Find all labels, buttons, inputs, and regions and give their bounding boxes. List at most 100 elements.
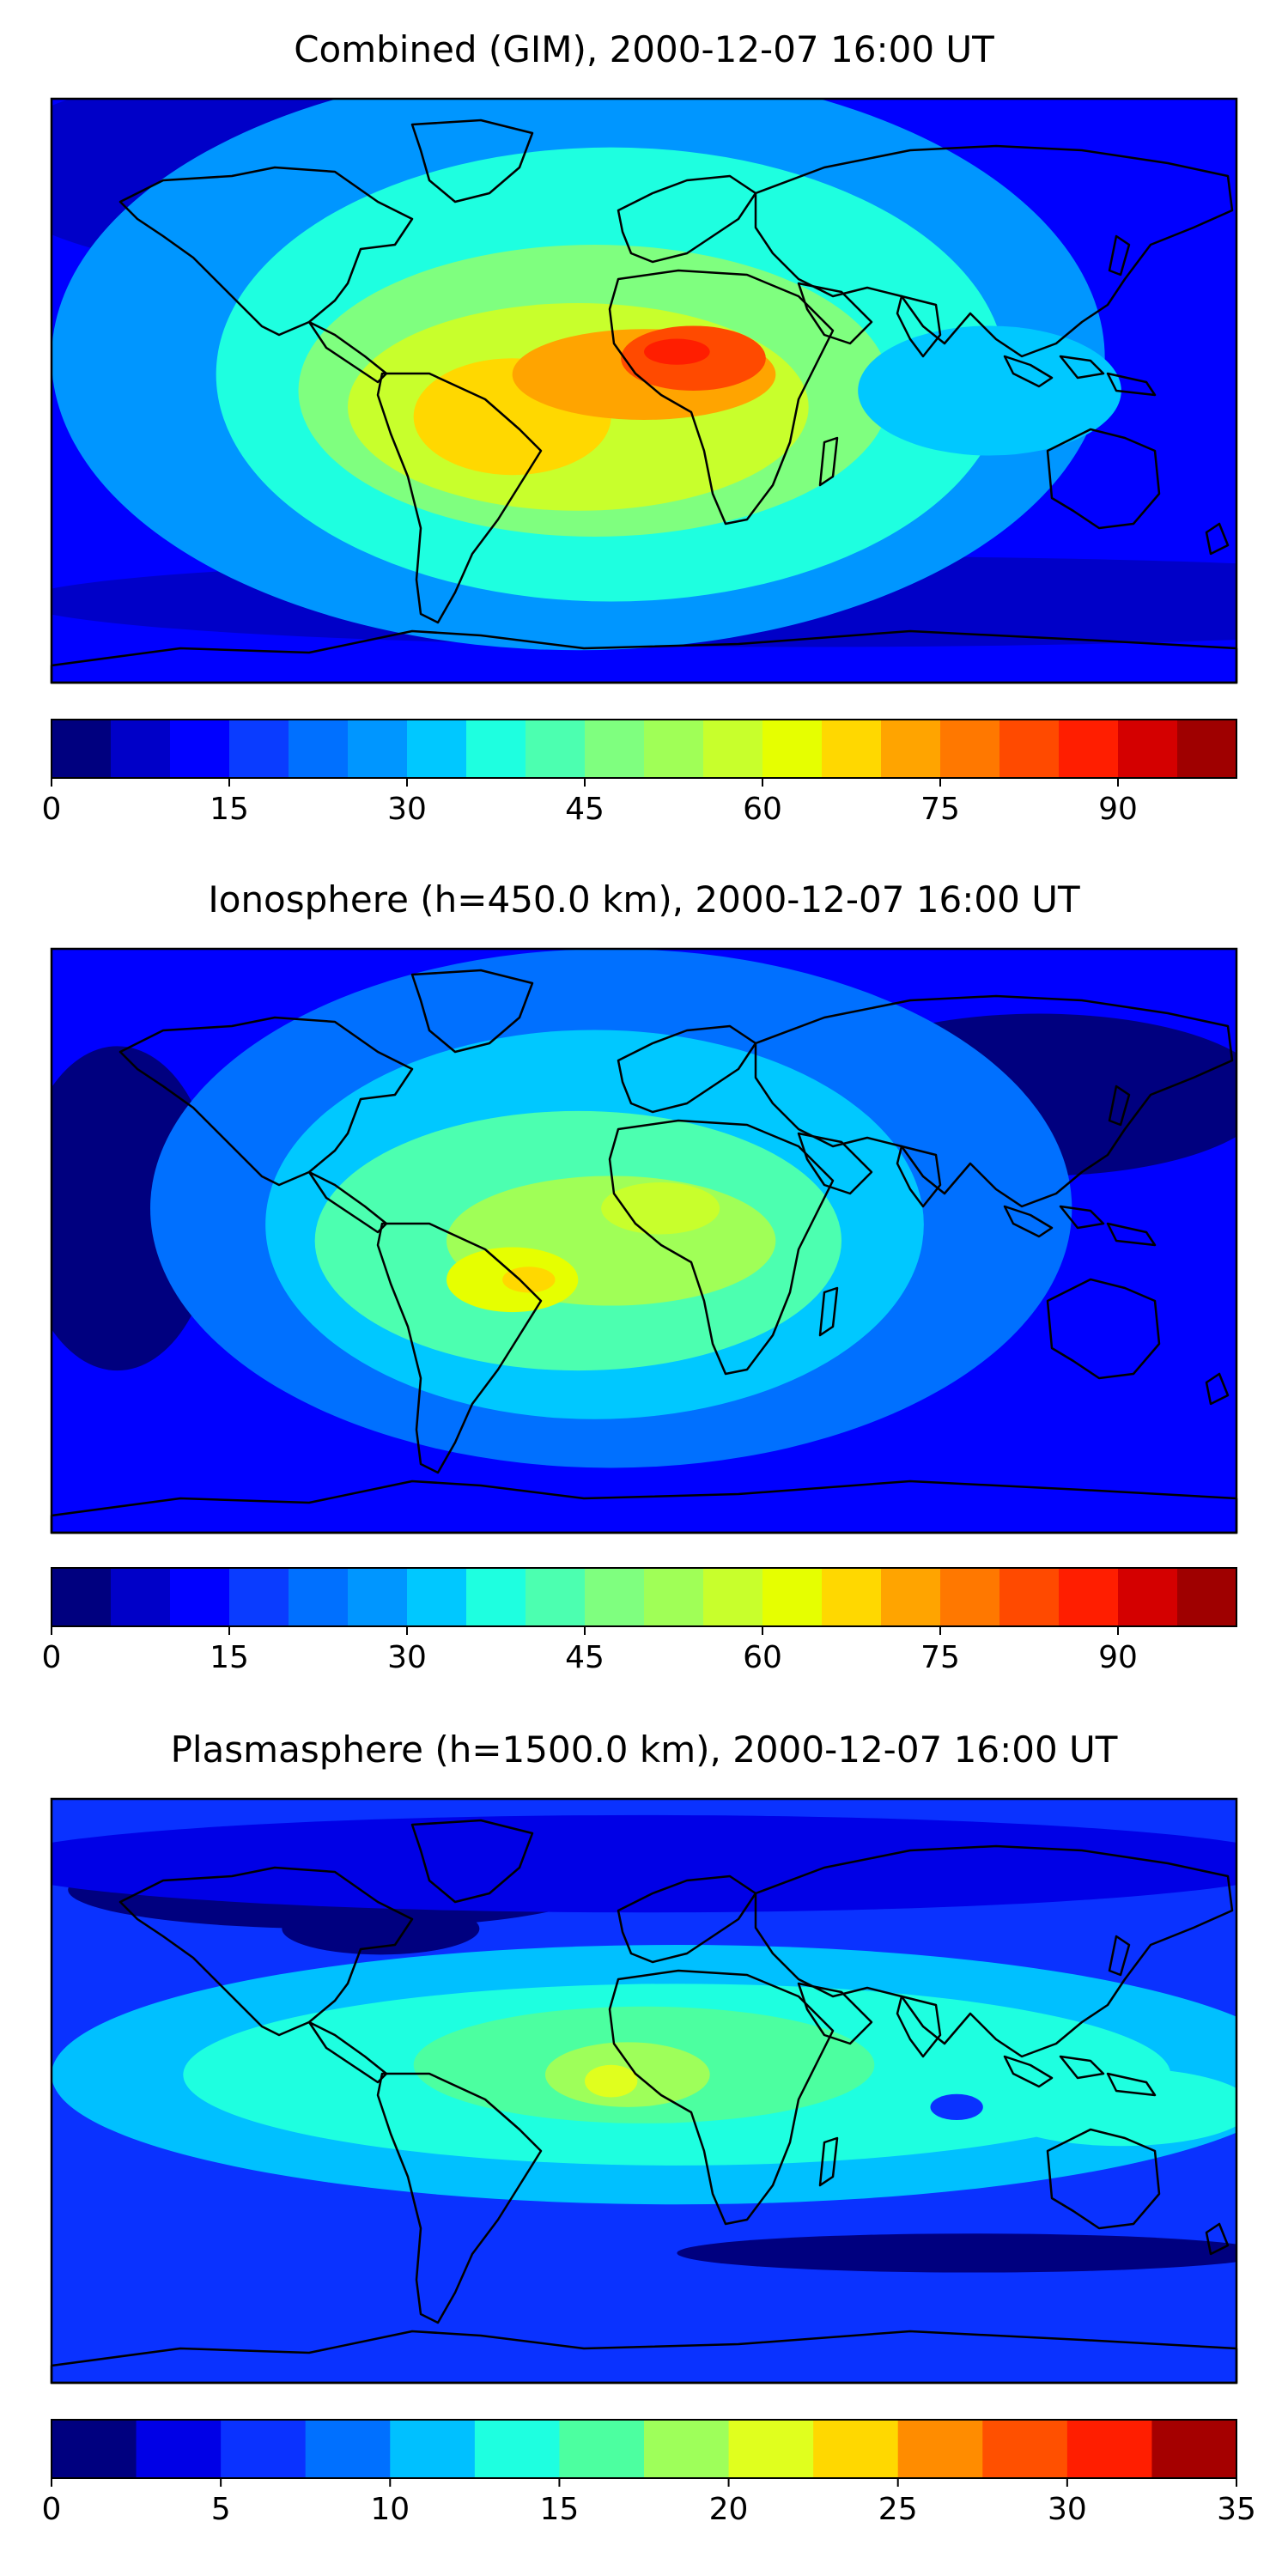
- contour-region: [677, 2233, 1236, 2273]
- colorbar-segment: [1118, 720, 1178, 778]
- colorbar-segment: [289, 1568, 349, 1626]
- contour-region: [858, 325, 1121, 456]
- colorbar-segment: [348, 720, 408, 778]
- colorbar-segment: [897, 2420, 983, 2478]
- colorbar-tick-label: 15: [210, 1640, 249, 1675]
- colorbar-segment: [390, 2420, 476, 2478]
- colorbar-segment: [111, 1568, 171, 1626]
- colorbar-segment: [982, 2420, 1068, 2478]
- colorbar-segment: [1151, 2420, 1237, 2478]
- colorbar-segment: [644, 2420, 730, 2478]
- colorbar-tick-label: 20: [709, 2492, 749, 2527]
- colorbar-segment: [526, 1568, 586, 1626]
- panel-title: Combined (GIM), 2000-12-07 16:00 UT: [294, 28, 994, 70]
- colorbar-tick-label: 30: [387, 1640, 427, 1675]
- colorbar-segment: [999, 1568, 1060, 1626]
- colorbar-tick-label: 45: [565, 1640, 605, 1675]
- colorbar-segment: [940, 720, 1000, 778]
- colorbar-segment: [526, 720, 586, 778]
- colorbar-segment: [813, 2420, 899, 2478]
- colorbar-tick-label: 30: [387, 792, 427, 827]
- colorbar-segment: [881, 720, 941, 778]
- colorbar-tick-label: 75: [920, 792, 960, 827]
- panel-title: Plasmasphere (h=1500.0 km), 2000-12-07 1…: [171, 1728, 1118, 1771]
- colorbar-segment: [111, 720, 171, 778]
- contour-field: [52, 1799, 1236, 2383]
- colorbar-segment: [474, 2420, 560, 2478]
- colorbar-segment: [728, 2420, 814, 2478]
- colorbar-frame: [51, 1567, 1237, 1627]
- colorbar-tick-label: 0: [42, 792, 62, 827]
- colorbar-segment: [644, 1568, 704, 1626]
- colorbar-tick-label: 10: [370, 2492, 410, 2527]
- colorbar-tick-label: 60: [743, 792, 782, 827]
- map: [50, 97, 1238, 684]
- colorbar-segment: [466, 720, 526, 778]
- colorbar-segment: [1066, 2420, 1152, 2478]
- colorbar-segment: [585, 1568, 645, 1626]
- map: [50, 1797, 1238, 2385]
- colorbar-frame: [51, 2419, 1237, 2479]
- colorbar-segment: [1059, 1568, 1119, 1626]
- colorbar-tick-label: 15: [540, 2492, 580, 2527]
- colorbar-tick-label: 90: [1098, 1640, 1138, 1675]
- colorbar-tick-label: 15: [210, 792, 249, 827]
- contour-region: [502, 1267, 556, 1293]
- colorbar-segment: [170, 720, 230, 778]
- colorbar-segment: [170, 1568, 230, 1626]
- colorbar-segment: [466, 1568, 526, 1626]
- colorbar: 0 5 10 15 20 25 30 35: [42, 2419, 1256, 2527]
- colorbar-segment: [762, 1568, 823, 1626]
- colorbar-segment: [1118, 1568, 1178, 1626]
- colorbar-tick-label: 30: [1048, 2492, 1087, 2527]
- map-frame: [50, 1797, 1238, 2385]
- colorbar-segment: [52, 2420, 137, 2478]
- colorbar: 0 15 30 45 60 75 90: [42, 719, 1237, 827]
- colorbar-segment: [881, 1568, 941, 1626]
- contour-region: [585, 2064, 638, 2098]
- colorbar-tick-label: 60: [743, 1640, 782, 1675]
- colorbar-frame: [51, 719, 1237, 779]
- contour-region: [52, 1814, 1236, 1913]
- colorbar-segment: [703, 1568, 763, 1626]
- colorbar: 0 15 30 45 60 75 90: [42, 1567, 1237, 1675]
- colorbar-segment: [348, 1568, 408, 1626]
- colorbar-tick-label: 45: [565, 792, 605, 827]
- colorbar-segment: [52, 720, 112, 778]
- contour-field: [52, 949, 1236, 1533]
- contour-region: [930, 2093, 983, 2120]
- colorbar-tick-label: 90: [1098, 792, 1138, 827]
- panel-2: Ionosphere (h=450.0 km), 2000-12-07 16:0…: [42, 878, 1238, 1675]
- contour-region: [282, 1902, 480, 1955]
- colorbar-segment: [305, 2420, 391, 2478]
- map-frame: [50, 947, 1238, 1534]
- colorbar-segment: [762, 720, 823, 778]
- panel-3: Plasmasphere (h=1500.0 km), 2000-12-07 1…: [42, 1728, 1256, 2527]
- colorbar-tick-label: 5: [211, 2492, 231, 2527]
- colorbar-segment: [229, 720, 289, 778]
- colorbar-segment: [1177, 720, 1237, 778]
- colorbar-segment: [1177, 1568, 1237, 1626]
- colorbar-segment: [407, 1568, 467, 1626]
- map: [50, 947, 1238, 1534]
- colorbar-segment: [52, 1568, 112, 1626]
- colorbar-segment: [229, 1568, 289, 1626]
- contour-region: [644, 338, 710, 365]
- colorbar-segment: [585, 720, 645, 778]
- colorbar-segment: [1059, 720, 1119, 778]
- colorbar-segment: [644, 720, 704, 778]
- contour-field: [52, 99, 1236, 683]
- colorbar-segment: [136, 2420, 222, 2478]
- colorbar-tick-label: 75: [920, 1640, 960, 1675]
- colorbar-segment: [822, 720, 882, 778]
- colorbar-segment: [407, 720, 467, 778]
- colorbar-segment: [940, 1568, 1000, 1626]
- contour-region: [989, 2068, 1236, 2147]
- colorbar-segment: [999, 720, 1060, 778]
- panel-title: Ionosphere (h=450.0 km), 2000-12-07 16:0…: [208, 878, 1080, 920]
- colorbar-segment: [289, 720, 349, 778]
- panel-1: Combined (GIM), 2000-12-07 16:00 UT 0 15 30…: [42, 28, 1238, 827]
- colorbar-tick-label: 0: [42, 2492, 62, 2527]
- colorbar-segment: [822, 1568, 882, 1626]
